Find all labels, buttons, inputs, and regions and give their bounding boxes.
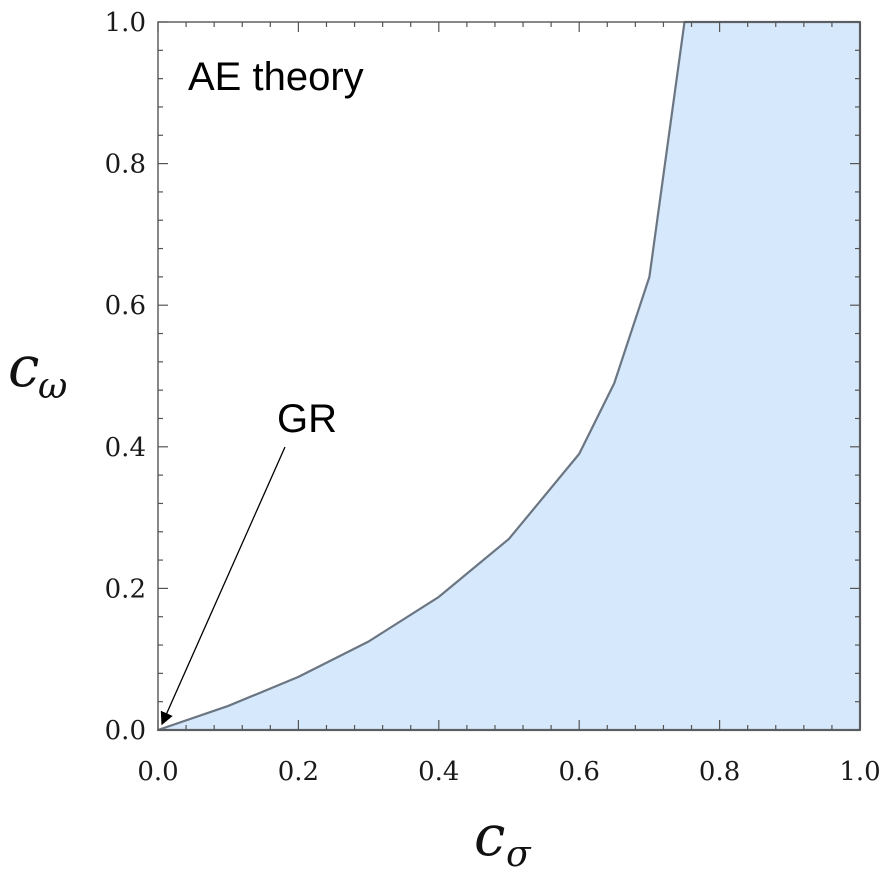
y-tick-label: 0.8 [105,150,146,180]
x-axis-label-symbol: c [474,804,505,869]
y-axis-label-subscript: ω [38,366,67,407]
annotation-ae-theory: AE theory [188,55,364,99]
plot-frame [157,21,861,731]
y-tick-label: 0.4 [105,433,146,463]
annotation-gr: GR [277,397,337,441]
y-axis-label: c ω [8,335,67,407]
x-tick-label: 0.6 [559,757,600,787]
y-tick-label: 0.0 [105,716,146,746]
tick-labels: 0.0 0.2 0.4 0.6 0.8 1.0 0.0 0.2 0.4 0.6 0.8 1.0 [105,8,881,787]
gr-arrow [160,446,286,726]
x-tick-label: 1.0 [839,757,880,787]
y-axis-label-symbol: c [8,335,39,400]
axis-ticks [157,21,861,731]
annotations: AE theory GR [160,55,364,726]
x-tick-label: 0.4 [418,757,459,787]
y-tick-label: 0.6 [105,291,146,321]
y-tick-label: 0.2 [105,574,146,604]
x-tick-label: 0.2 [278,757,319,787]
y-tick-label: 1.0 [105,8,146,38]
x-tick-label: 0.0 [137,757,178,787]
x-axis-label-subscript: σ [506,834,532,869]
x-tick-label: 0.8 [699,757,740,787]
x-axis-label: c σ [474,804,532,869]
